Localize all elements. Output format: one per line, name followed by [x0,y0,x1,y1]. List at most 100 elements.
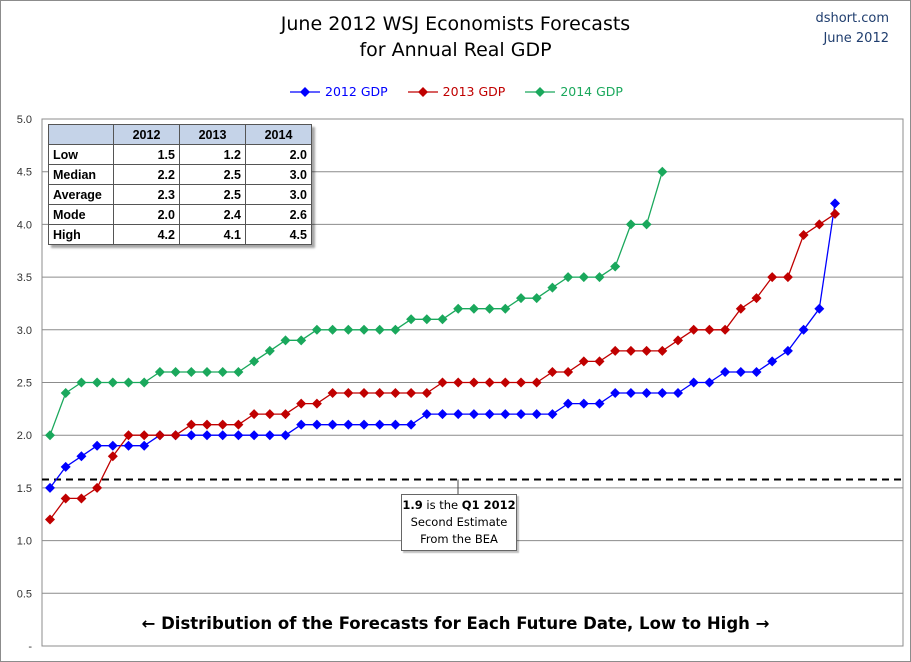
data-point [563,272,574,283]
y-tick-label: 2.5 [17,378,32,390]
data-point [264,409,275,420]
data-point [468,377,479,388]
stats-row-label: Low [48,144,114,165]
stats-cell: 3.0 [245,184,312,205]
data-point [45,482,55,493]
legend-item-2013: 2013 GDP [406,84,505,99]
data-point [107,377,118,388]
data-point [139,440,150,451]
data-point [547,282,558,293]
data-point [751,293,762,304]
stats-cell: 2.5 [179,164,246,185]
data-point [688,377,699,388]
data-point [625,219,636,230]
stats-row: Average 2.3 2.5 3.0 [48,184,312,205]
callout-box: 1.9 is the Q1 2012 Second Estimate From … [401,494,517,551]
data-point [217,419,228,430]
data-point [625,345,636,356]
stats-cell: 1.5 [113,144,180,165]
data-point [468,303,479,314]
stats-cell: 3.0 [245,164,312,185]
legend-marker-icon [525,86,556,97]
data-point [359,324,369,335]
data-point [76,493,87,504]
y-tick-label: 1.5 [17,483,32,495]
callout-line2: Second Estimate [410,515,508,529]
data-point [186,430,197,441]
data-point [343,388,354,399]
data-point [374,388,385,399]
data-point [343,419,354,430]
data-point [500,377,511,388]
data-point [594,356,605,367]
data-point [374,324,385,335]
data-point [782,272,793,283]
data-point [154,430,165,441]
data-point [830,208,840,219]
data-point [657,388,668,399]
data-point [374,419,385,430]
data-point [625,388,636,399]
source-site: dshort.com [815,11,889,26]
x-axis-caption: ← Distribution of the Forecasts for Each… [141,614,770,633]
data-point [217,430,228,441]
data-point [390,419,401,430]
legend-item-2012: 2012 GDP [288,84,388,99]
callout-line1: 1.9 is the Q1 2012 [402,497,516,514]
data-point [249,409,260,420]
y-tick-label: 3.0 [17,325,32,337]
data-point [735,303,746,314]
data-point [311,324,322,335]
data-point [406,388,417,399]
stats-cell: 4.1 [179,224,246,245]
data-point [641,345,652,356]
data-point [704,377,715,388]
data-point [296,398,307,409]
stats-cell: 4.5 [245,224,312,245]
stats-header-row: 2012 2013 2014 [48,124,312,145]
data-point [249,356,260,367]
data-point [657,166,668,177]
legend-label: 2014 GDP [560,84,623,99]
data-point [92,377,103,388]
data-point [296,419,307,430]
data-point [500,303,511,314]
data-point [170,366,181,377]
stats-cell: 2.0 [245,144,312,165]
data-point [107,451,118,462]
data-point [563,366,574,377]
data-point [264,430,275,441]
callout-quarter: Q1 2012 [461,498,516,512]
stats-cell: 2.2 [113,164,180,185]
legend-marker-icon [290,86,321,97]
data-point [233,366,244,377]
data-point [453,303,464,314]
data-point [406,419,417,430]
series-line [49,171,663,436]
data-point [107,440,118,451]
data-point [610,388,621,399]
data-point [390,324,401,335]
data-point [123,430,134,441]
callout-line3: From the BEA [420,532,498,546]
stats-row-label: Mode [48,204,114,225]
data-point [343,324,354,335]
data-point [578,272,589,283]
data-point [76,377,87,388]
stats-row: Median 2.2 2.5 3.0 [48,164,312,185]
y-tick-label: 4.5 [17,167,32,179]
data-point [578,356,589,367]
data-point [202,366,212,377]
data-point [516,377,526,388]
data-point [92,440,103,451]
data-point [437,377,448,388]
data-point [751,366,762,377]
data-point [484,409,495,420]
data-point [547,366,558,377]
data-point [594,398,605,409]
stats-cell: 2.6 [245,204,312,225]
data-point [186,366,197,377]
data-point [154,366,165,377]
data-point [516,409,526,420]
y-axis: - 0.5 1.0 1.5 2.0 2.5 3.0 3.5 4.0 4.5 5.0 [17,114,33,653]
